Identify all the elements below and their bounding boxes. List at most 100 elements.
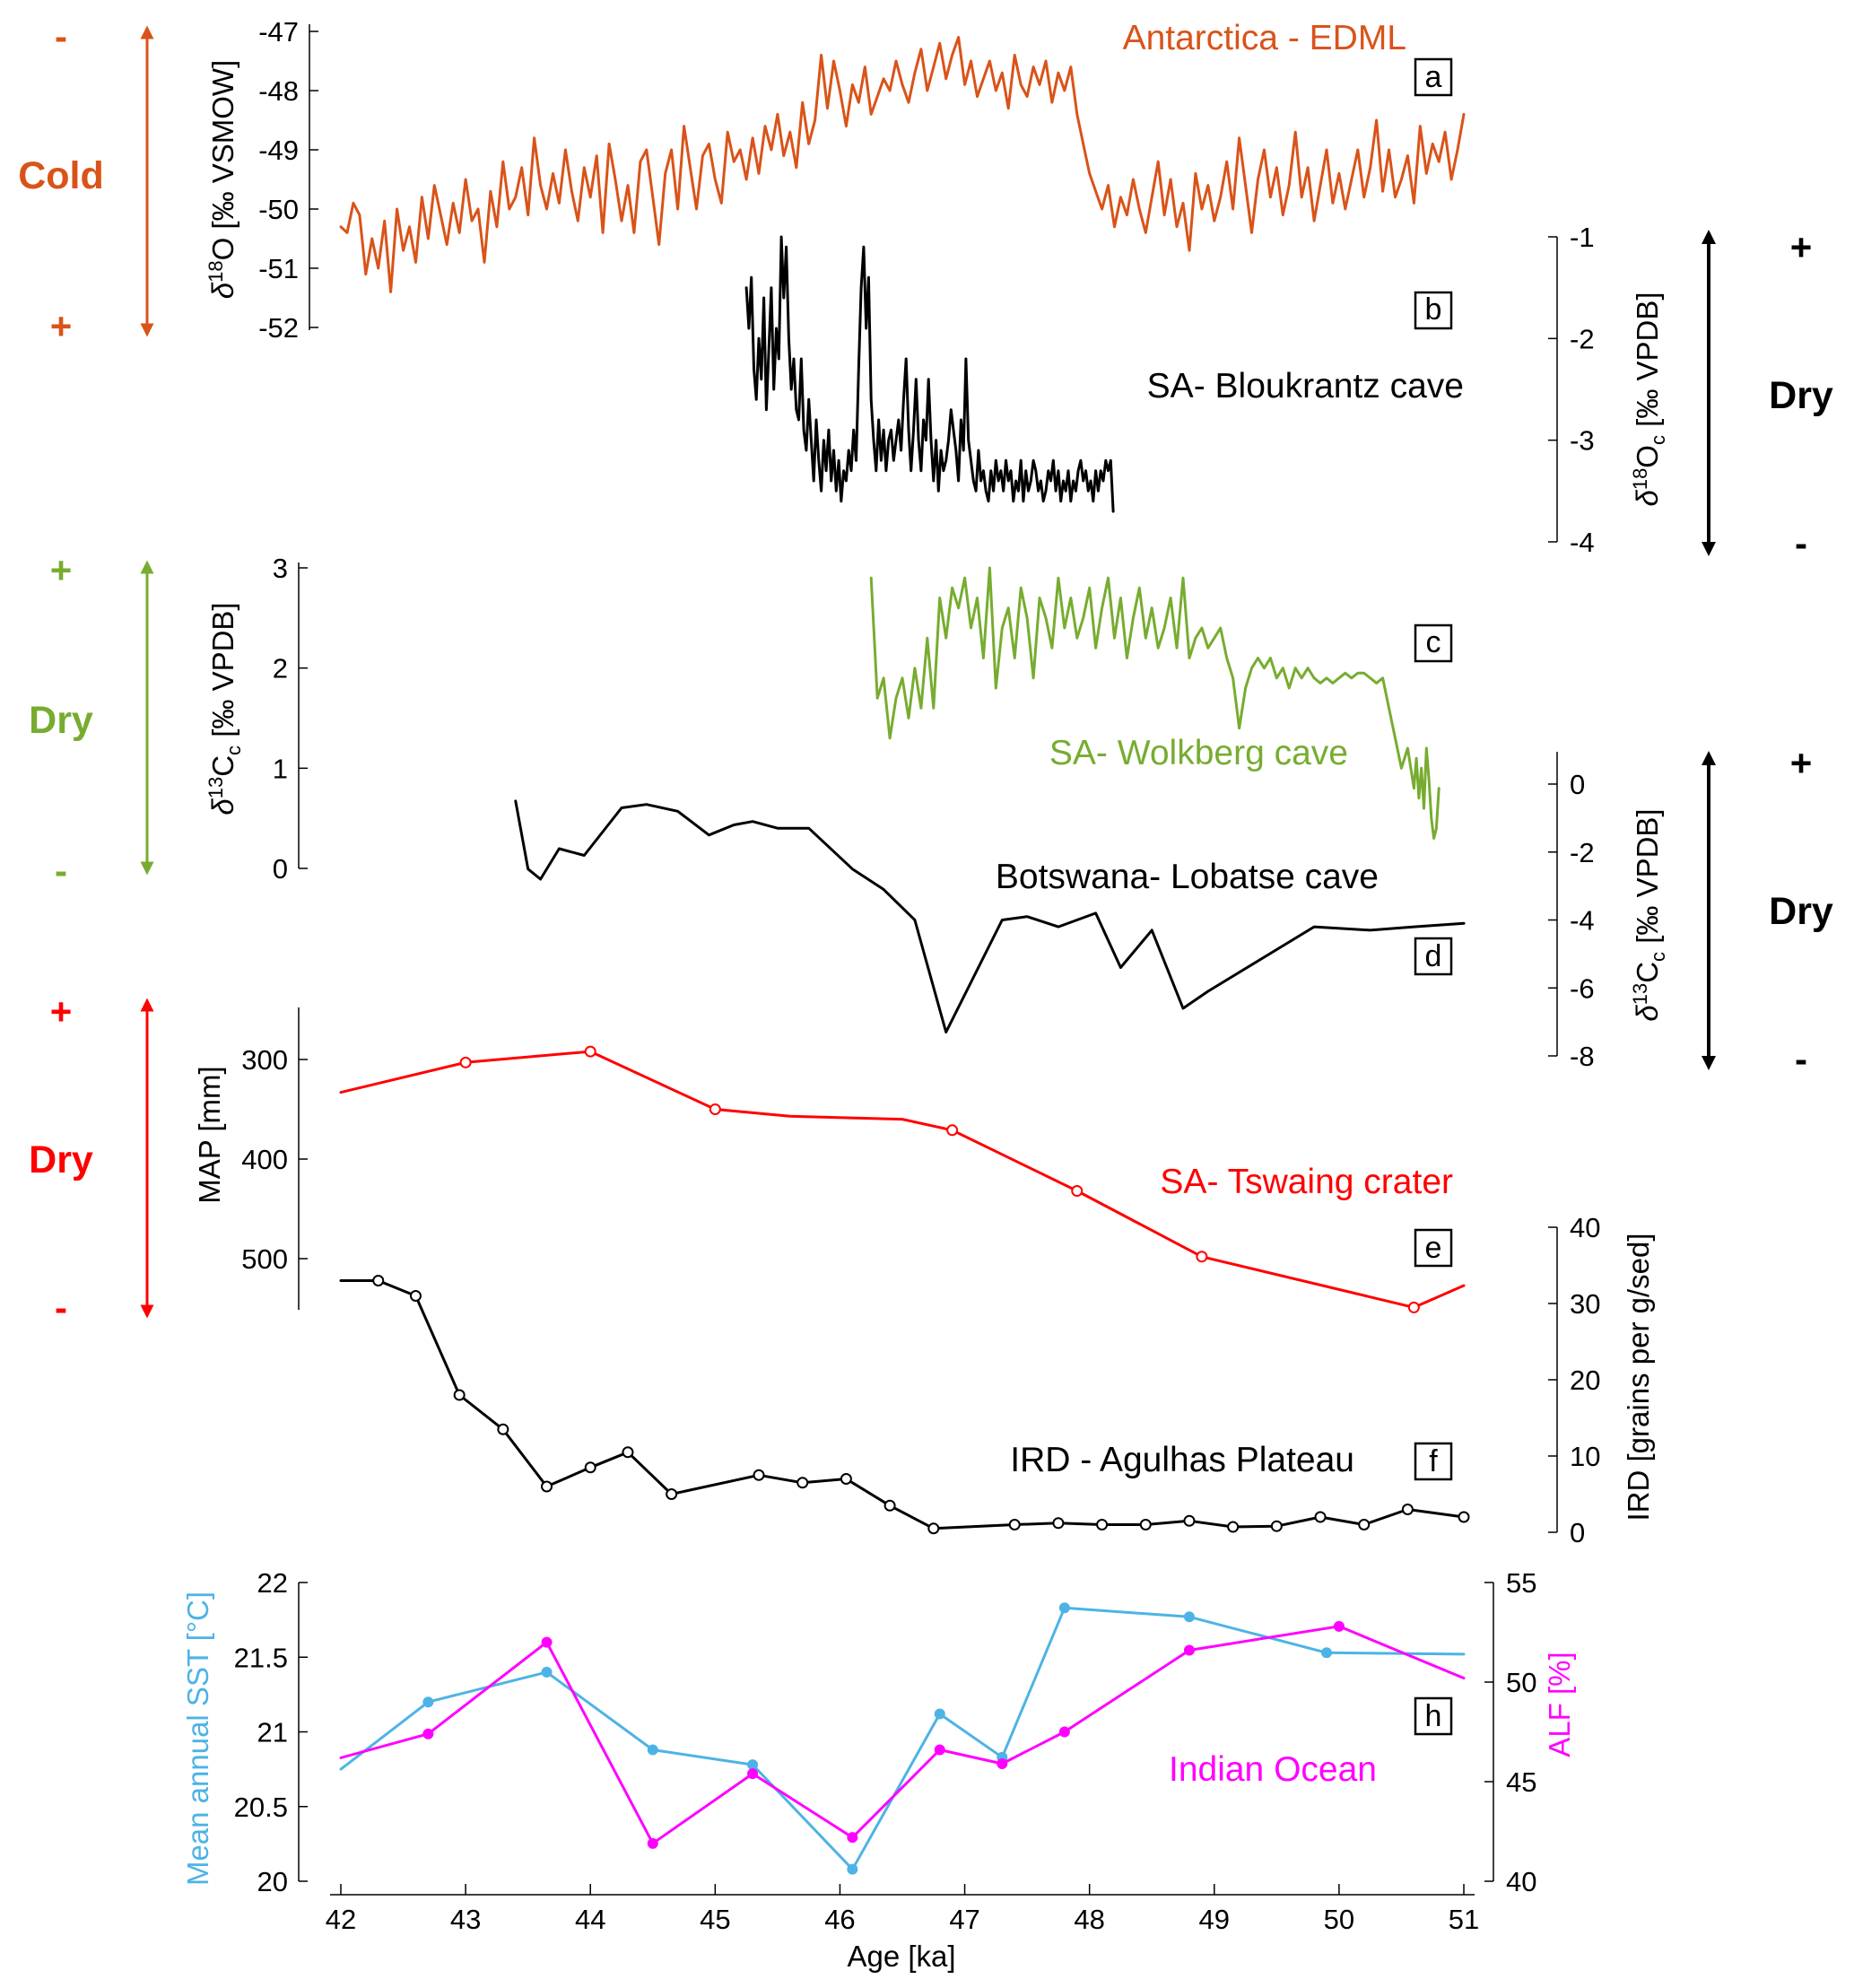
panel-d-y-axis-tick-label: -8 <box>1570 1041 1595 1072</box>
panel-d-side-label: Dry <box>1769 890 1833 933</box>
x-axis-tick-label: 43 <box>450 1904 481 1935</box>
alf-series-point <box>1058 1726 1070 1738</box>
sst-series-point <box>934 1708 945 1720</box>
ird-series-point <box>372 1275 385 1286</box>
panel-h-title: Indian Ocean <box>1169 1750 1377 1789</box>
ird-series-line <box>339 1279 1466 1530</box>
panel-b-y-axis: δ18Oc [‰ VPDB] -1 -2 -3 -4 <box>1548 222 1669 558</box>
panel-f-letter: f <box>1429 1444 1438 1478</box>
alf-series-point <box>647 1837 658 1849</box>
alf-series-point <box>934 1744 945 1756</box>
ird-series-point <box>453 1389 466 1401</box>
panel-b-y-axis-title: δ18Oc [‰ VPDB] <box>1629 292 1669 506</box>
x-axis-tick-label: 45 <box>700 1904 730 1935</box>
sst-series-point <box>1183 1611 1195 1623</box>
panel-c-y-axis-tick-label: 0 <box>273 853 288 885</box>
panel-d-y-axis-tick-label: -2 <box>1570 837 1595 868</box>
edml-series-line <box>339 36 1466 293</box>
ird-series-point <box>1227 1521 1240 1533</box>
ird-series-point <box>883 1499 896 1512</box>
sst-series-point <box>647 1744 658 1756</box>
panel-h-right-y-axis-title: ALF [%] <box>1543 1652 1576 1757</box>
x-axis-tick-label: 49 <box>1199 1904 1230 1935</box>
panel-a-sign-top: - <box>55 15 67 57</box>
x-axis-tick-label: 50 <box>1324 1904 1354 1935</box>
panel-f-y-axis: IRD [grains per g/sed] 40 30 20 10 0 <box>1548 1212 1655 1548</box>
panel-c-sign-top: + <box>50 549 73 591</box>
panel-d-title: Botswana- Lobatse cave <box>996 858 1379 896</box>
panel-a-y-axis-tick-label: -49 <box>258 135 299 166</box>
sst-series-point <box>1058 1602 1070 1614</box>
ird-series-point <box>622 1446 634 1459</box>
panel-h-left-y-axis-tick-label: 20 <box>257 1866 288 1897</box>
panel-h-left-y-axis-tick-label: 21.5 <box>234 1642 288 1673</box>
ird-series-point <box>927 1522 940 1535</box>
panel-a-letter: a <box>1425 60 1442 94</box>
panel-b-title: SA- Bloukrantz cave <box>1147 367 1464 405</box>
panel-c-y-axis: δ13Cc [‰ VPDB] 3 2 1 0 <box>205 553 308 885</box>
x-axis-tick-label: 42 <box>326 1904 356 1935</box>
panel-e-y-axis-tick-label: 300 <box>241 1044 288 1076</box>
ird-series-point <box>753 1469 765 1481</box>
ird-series-point <box>666 1488 678 1500</box>
panel-b-letter-box: b <box>1414 291 1453 330</box>
panel-f-title: IRD - Agulhas Plateau <box>1010 1441 1354 1479</box>
ird-series-point <box>497 1423 509 1435</box>
series-layer <box>339 36 1470 1875</box>
panel-e-interpretation: + Dry - <box>29 990 154 1329</box>
panel-d-y-axis: δ13Cc [‰ VPDB] 0 -2 -4 -6 -8 <box>1548 752 1669 1072</box>
tswaing-series-point <box>1407 1301 1420 1313</box>
panel-c-title: SA- Wolkberg cave <box>1049 734 1348 772</box>
panel-b-side-label: Dry <box>1769 374 1833 417</box>
panel-c-sign-bottom: - <box>55 850 67 892</box>
panel-d-letter: d <box>1425 939 1442 973</box>
panel-d-sign-top: + <box>1790 742 1813 784</box>
panel-d-y-axis-tick-label: -4 <box>1570 905 1595 937</box>
ird-series-point <box>840 1473 852 1485</box>
panel-c-letter-box: c <box>1414 623 1453 663</box>
panel-b-interpretation: + Dry - <box>1702 226 1833 564</box>
alf-series-point <box>541 1636 553 1648</box>
x-axis-tick-label: 51 <box>1449 1904 1479 1935</box>
panel-a-y-axis-tick-label: -50 <box>258 194 299 225</box>
panel-c-y-axis-tick-label: 3 <box>273 553 288 584</box>
panel-h-left-y-axis-title: Mean annual SST [°C] <box>181 1591 214 1886</box>
panel-h-left-y-axis: Mean annual SST [°C] 22 21.5 21 20.5 20 <box>181 1567 308 1897</box>
panel-e-letter: e <box>1425 1231 1442 1265</box>
panel-f-y-axis-tick-label: 40 <box>1570 1212 1600 1243</box>
panel-c-side-label: Dry <box>29 699 93 742</box>
panel-f-y-axis-tick-label: 0 <box>1570 1517 1585 1548</box>
ird-series-point <box>1052 1517 1065 1530</box>
tswaing-series-point <box>1196 1251 1208 1263</box>
tswaing-series-point <box>584 1045 596 1058</box>
ird-series-point <box>1008 1519 1021 1530</box>
panel-e-y-axis-tick-label: 400 <box>241 1144 288 1175</box>
panel-d-letter-box: d <box>1414 937 1453 976</box>
panel-c-y-axis-tick-label: 2 <box>273 653 288 684</box>
bloukrantz-series-line <box>744 235 1115 513</box>
panel-h-left-y-axis-tick-label: 22 <box>257 1567 288 1599</box>
x-axis-tick-label: 47 <box>949 1904 979 1935</box>
panel-b-y-axis-tick-label: -1 <box>1570 222 1595 253</box>
ird-series-point <box>1358 1519 1371 1530</box>
alf-series-point <box>847 1832 858 1844</box>
panel-e-y-axis-title: MAP [mm] <box>193 1066 226 1203</box>
wolkberg-series-line <box>869 566 1441 840</box>
sst-series-line <box>339 1606 1466 1871</box>
panel-h-left-y-axis-tick-label: 20.5 <box>234 1792 288 1823</box>
tswaing-series-point <box>946 1124 959 1137</box>
panel-h-left-y-axis-tick-label: 21 <box>257 1717 288 1748</box>
panel-b-sign-top: + <box>1790 226 1813 268</box>
panel-a-y-axis-title: δ18O [‰ VSMOW] <box>205 60 239 300</box>
panel-e-y-axis-tick-label: 500 <box>241 1243 288 1275</box>
panel-d-y-axis-title: δ13Cc [‰ VPDB] <box>1629 808 1669 1021</box>
ird-series-point <box>1314 1511 1327 1523</box>
panel-f-y-axis-tick-label: 20 <box>1570 1365 1600 1396</box>
panel-h-letter: h <box>1425 1699 1442 1733</box>
ird-series-point <box>1139 1519 1152 1530</box>
panel-e-y-axis: MAP [mm] 300 400 500 <box>193 1007 308 1310</box>
tswaing-series-point <box>1071 1185 1084 1198</box>
sst-series-point <box>422 1696 434 1708</box>
panel-a-side-label: Cold <box>18 154 104 197</box>
panel-a-y-axis-tick-label: -47 <box>258 16 299 48</box>
